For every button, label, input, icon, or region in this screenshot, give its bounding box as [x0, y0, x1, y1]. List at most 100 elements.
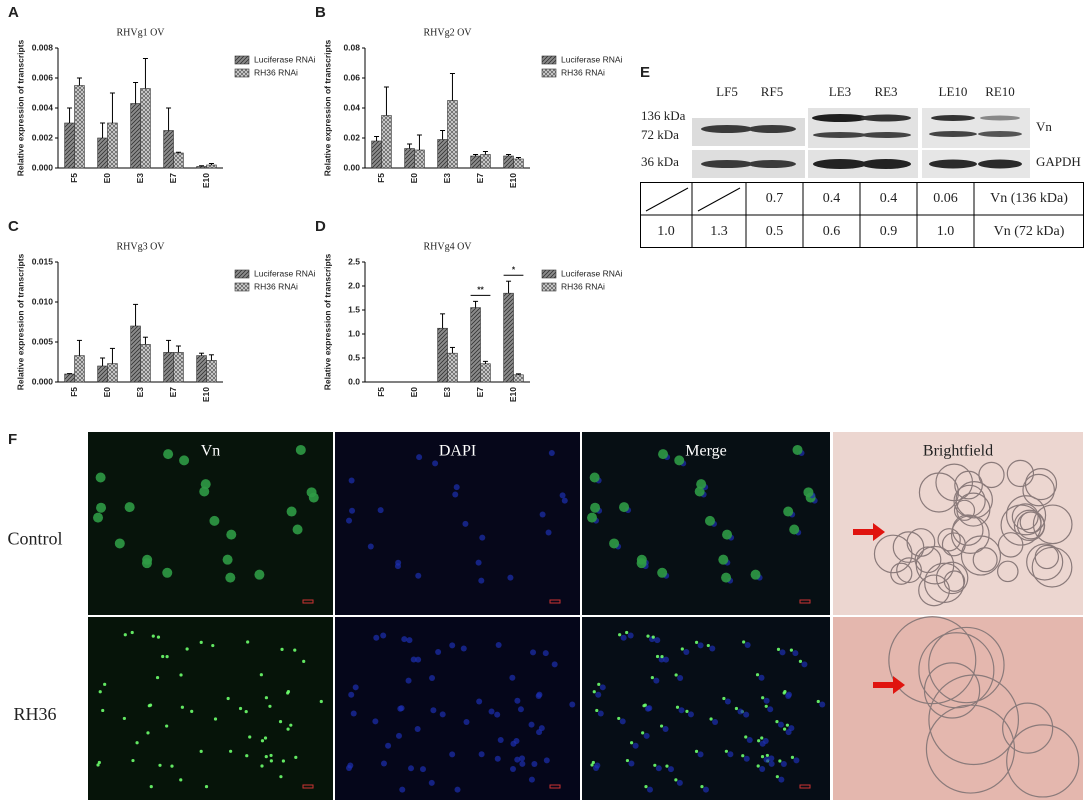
x-tick-label: E7	[168, 387, 178, 398]
lane-label: LE10	[939, 84, 968, 99]
vn-signal	[254, 569, 265, 580]
nucleus	[406, 637, 413, 644]
x-tick-label: F5	[69, 387, 79, 397]
cell-outline	[1005, 495, 1047, 536]
bar	[447, 100, 458, 169]
y-tick-label: 0.08	[343, 42, 360, 52]
vn-signal	[789, 648, 793, 652]
nucleus	[545, 529, 552, 536]
x-tick-label: E0	[102, 387, 112, 398]
cell-outline	[1022, 473, 1055, 507]
vn-signal	[700, 785, 704, 789]
nucleus	[743, 711, 750, 718]
error-bar	[482, 360, 488, 364]
nucleus	[517, 706, 524, 713]
blot-band	[978, 131, 1022, 137]
table-cell: 0.9	[880, 224, 898, 239]
nucleus	[401, 636, 408, 643]
nucleus	[758, 674, 765, 681]
nucleus	[599, 684, 606, 691]
vn-signal	[156, 635, 161, 639]
vn-signal	[789, 524, 800, 535]
vn-signal	[278, 720, 283, 724]
vn-signal	[590, 763, 594, 767]
vn-signal	[644, 785, 648, 789]
nucleus	[519, 755, 526, 762]
nucleus	[394, 563, 401, 570]
cell-outline	[937, 528, 961, 552]
y-tick-label: 0.000	[32, 162, 54, 172]
vn-signal	[651, 635, 655, 639]
x-tick-label: E10	[508, 387, 518, 402]
nucleus	[494, 711, 501, 718]
legend-label: RH36 RNAi	[561, 281, 605, 291]
vn-signal	[248, 735, 252, 739]
nucleus	[542, 650, 549, 657]
marker-label: 36 kDa	[641, 154, 679, 169]
blot-band	[931, 115, 975, 121]
vn-signal	[269, 753, 273, 758]
blot-band	[980, 115, 1020, 121]
nucleus	[551, 661, 558, 668]
bar	[414, 149, 425, 169]
blot-band	[861, 132, 911, 138]
blot-strip	[692, 118, 805, 146]
vn-signal	[764, 704, 768, 708]
x-tick-label: E10	[201, 387, 211, 402]
legend-label: Luciferase RNAi	[561, 54, 623, 64]
vn-signal	[785, 723, 789, 727]
blot-band	[978, 159, 1022, 169]
micrograph	[833, 617, 1083, 800]
y-tick-label: 0.015	[32, 256, 54, 266]
y-axis-label: Relative expression of transcripts	[15, 39, 25, 176]
error-bar	[199, 352, 205, 356]
nucleus	[528, 721, 535, 728]
vn-signal	[595, 708, 599, 713]
vn-signal	[286, 691, 290, 695]
nucleus	[819, 701, 826, 708]
vn-signal	[696, 479, 707, 490]
row-label: RH36	[13, 704, 56, 724]
error-bar	[199, 165, 205, 167]
lane-label: RF5	[761, 84, 783, 99]
nucleus	[350, 710, 357, 717]
bar	[64, 122, 75, 169]
chart-title: RHVg1 OV	[116, 27, 165, 38]
nucleus	[449, 751, 456, 758]
vn-signal	[149, 785, 153, 789]
micrograph	[88, 617, 333, 800]
error-bar	[142, 58, 148, 89]
cell-outline	[950, 515, 990, 554]
vn-signal	[245, 754, 249, 758]
error-bar	[449, 346, 455, 354]
nucleus	[346, 517, 353, 524]
vn-signal	[226, 529, 237, 540]
nucleus	[683, 649, 690, 656]
vn-signal	[238, 706, 243, 711]
bar	[74, 85, 85, 169]
legend-label: Luciferase RNAi	[254, 268, 316, 278]
error-bar	[166, 339, 172, 353]
nucleus	[419, 766, 426, 773]
vn-signal	[259, 673, 263, 677]
nucleus	[439, 711, 446, 718]
bar	[480, 154, 491, 169]
lane-label: RE10	[985, 84, 1015, 99]
nucleus	[509, 674, 516, 681]
vn-signal	[96, 502, 107, 513]
vn-signal	[165, 724, 169, 728]
nucleus	[510, 765, 517, 772]
nucleus	[632, 742, 639, 749]
cell-outline	[997, 560, 1019, 583]
vn-signal	[141, 558, 152, 569]
vn-signal	[204, 785, 209, 789]
x-tick-label: F5	[376, 173, 386, 183]
vn-signal	[625, 630, 629, 635]
nucleus	[677, 674, 684, 681]
bar	[196, 355, 207, 383]
nucleus	[454, 786, 461, 793]
bar	[107, 122, 118, 169]
empty-cell-diagonal	[645, 187, 689, 212]
blot-strip	[808, 108, 918, 148]
arrow	[853, 523, 885, 541]
